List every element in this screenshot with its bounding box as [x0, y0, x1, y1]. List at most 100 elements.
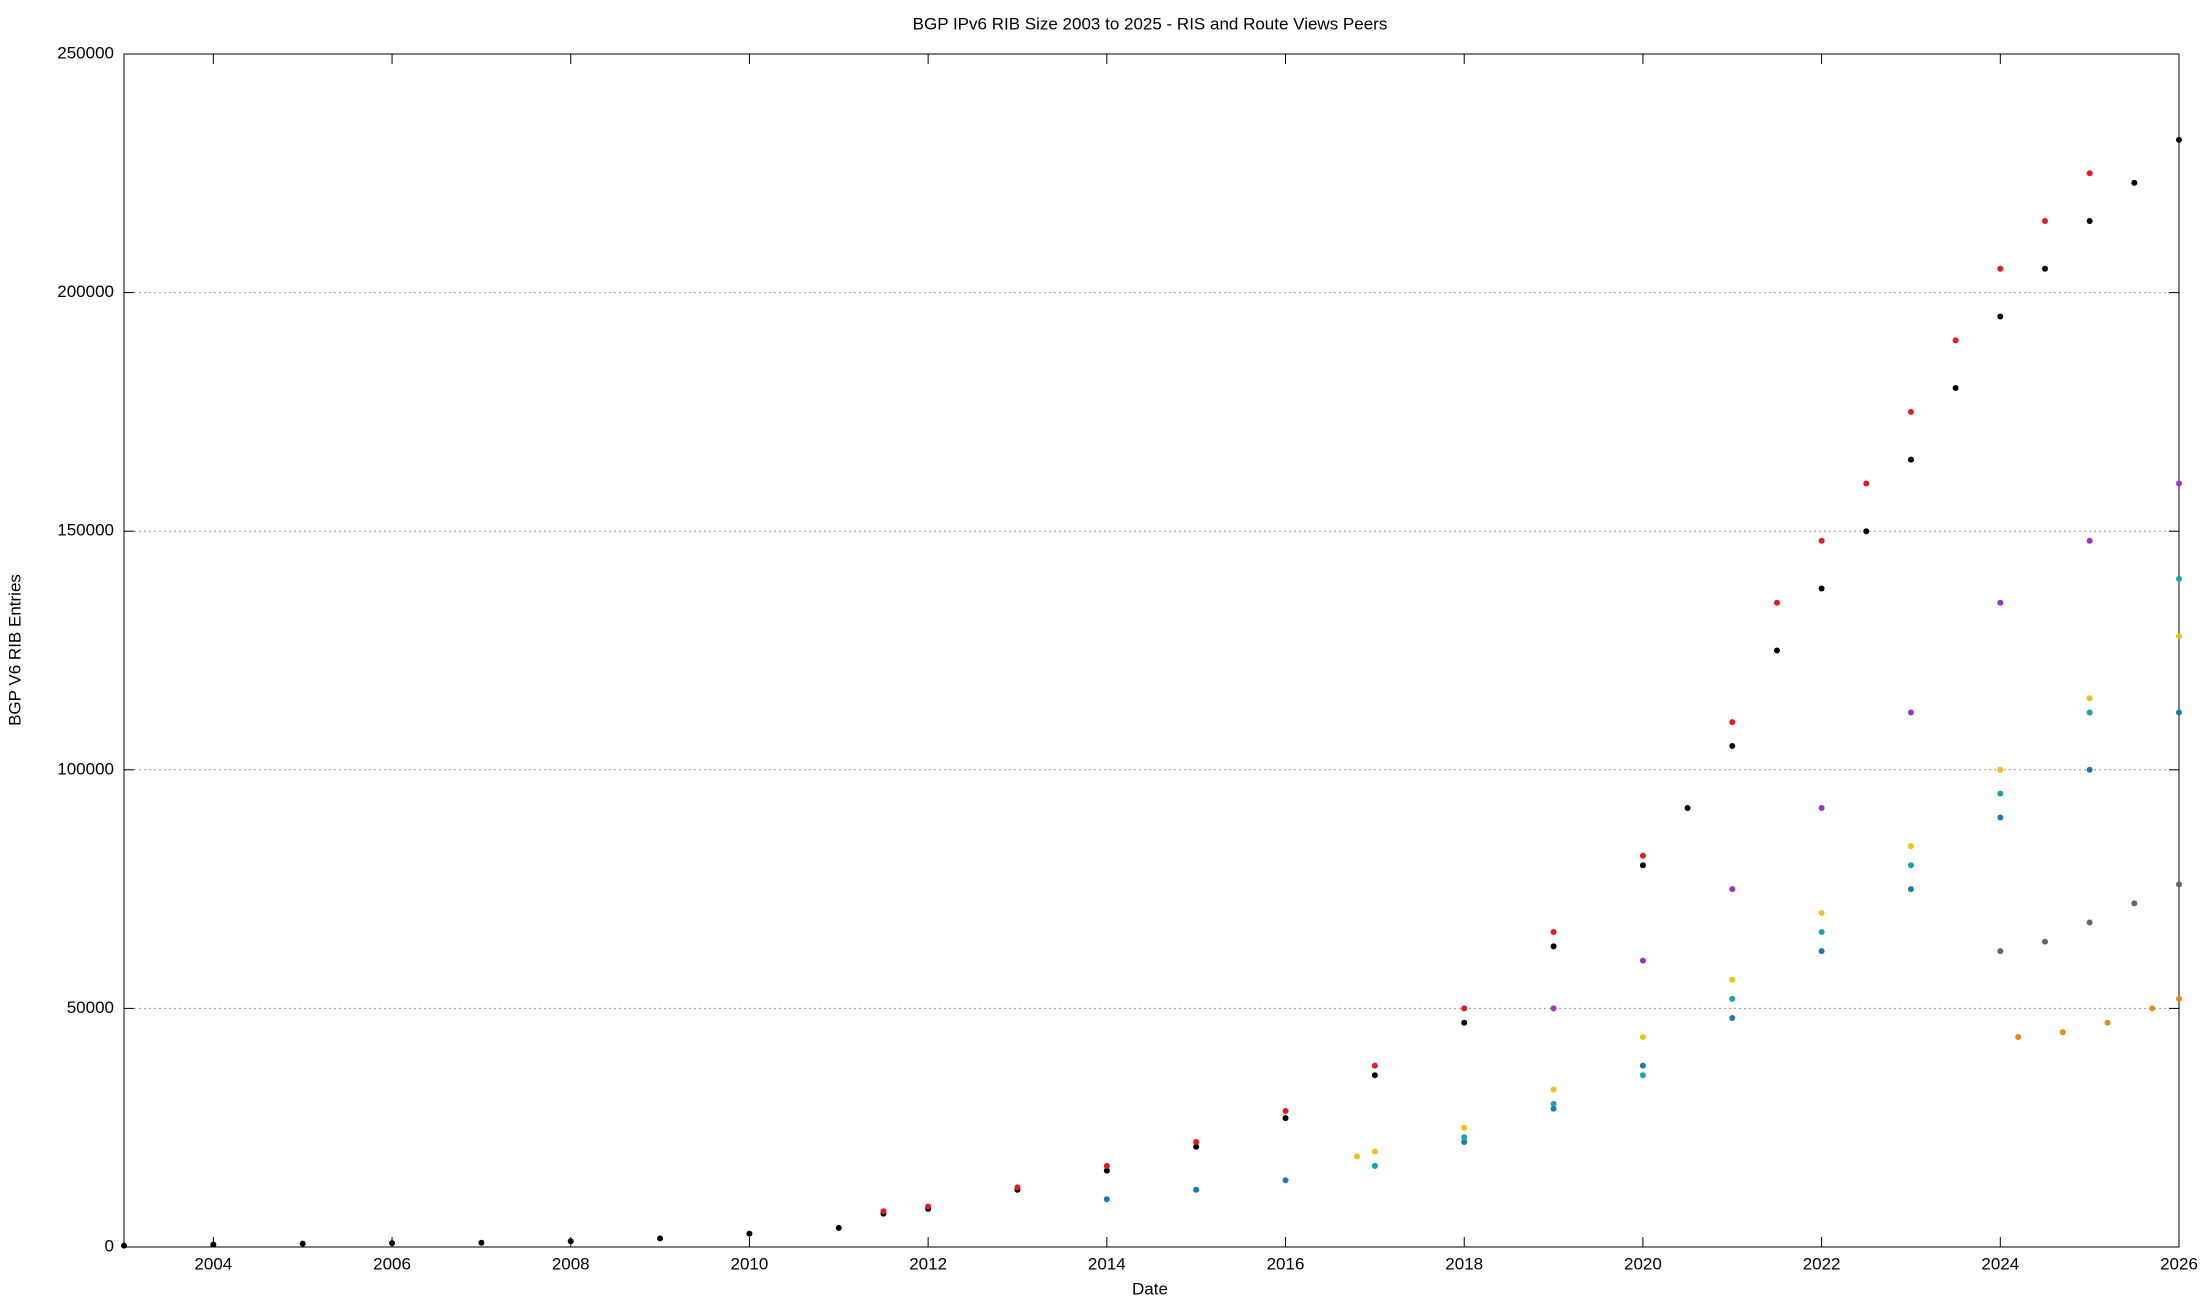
point [2176, 881, 2182, 888]
point [1461, 1005, 1468, 1012]
point [1907, 456, 1914, 463]
point [1282, 1177, 1289, 1184]
point [1952, 385, 1959, 392]
point [478, 1239, 485, 1246]
point [1639, 1034, 1646, 1041]
x-tick-label: 2024 [1981, 1254, 2019, 1273]
point [1461, 1139, 1468, 1146]
x-tick-label: 2016 [1267, 1254, 1305, 1273]
point [1371, 1062, 1378, 1069]
y-tick-label: 100000 [57, 759, 114, 778]
y-tick-label: 50000 [67, 998, 114, 1017]
point [1729, 742, 1736, 749]
point [2086, 537, 2093, 544]
x-tick-label: 2020 [1624, 1254, 1662, 1273]
point [1103, 1162, 1110, 1169]
point [1371, 1072, 1378, 1079]
point [1639, 862, 1646, 869]
y-tick-label: 250000 [57, 43, 114, 62]
x-tick-label: 2022 [1803, 1254, 1841, 1273]
point [1818, 929, 1825, 936]
point [1907, 886, 1914, 893]
point [1818, 537, 1825, 544]
point [1907, 843, 1914, 850]
point [1193, 1139, 1200, 1146]
point [2149, 1005, 2156, 1012]
point [1729, 995, 1736, 1002]
x-tick-label: 2006 [373, 1254, 411, 1273]
point [1550, 1105, 1557, 1112]
point [1550, 1100, 1557, 1107]
point [1729, 976, 1736, 983]
point [1773, 647, 1780, 654]
point [2176, 995, 2182, 1002]
point [2176, 575, 2182, 582]
point [1997, 599, 2004, 606]
point [1773, 599, 1780, 606]
point [2176, 136, 2182, 143]
point [2086, 218, 2093, 225]
point [1639, 1062, 1646, 1069]
point [2176, 709, 2182, 716]
point [1997, 948, 2004, 955]
point [2041, 218, 2048, 225]
x-tick-label: 2004 [194, 1254, 232, 1273]
point [1997, 766, 2004, 773]
point [2086, 709, 2093, 716]
point [2086, 919, 2093, 926]
point [1997, 265, 2004, 272]
x-tick-label: 2010 [731, 1254, 769, 1273]
point [1550, 1086, 1557, 1093]
point [1193, 1143, 1200, 1150]
point [1282, 1115, 1289, 1122]
point [2104, 1019, 2111, 1026]
point [389, 1240, 396, 1247]
y-axis-label: BGP V6 RIB Entries [5, 574, 24, 726]
point [1729, 886, 1736, 893]
point [1639, 852, 1646, 859]
point [2041, 265, 2048, 272]
point [1729, 1014, 1736, 1021]
point [746, 1230, 753, 1237]
y-tick-label: 150000 [57, 521, 114, 540]
point [1193, 1186, 1200, 1193]
point [2176, 480, 2182, 487]
y-tick-label: 0 [105, 1236, 114, 1255]
point [299, 1240, 306, 1247]
point [1371, 1162, 1378, 1169]
point [2086, 695, 2093, 702]
point [1863, 528, 1870, 535]
point [1729, 719, 1736, 726]
plot-frame [123, 53, 2180, 1248]
point [1863, 480, 1870, 487]
point [2015, 1034, 2022, 1041]
point [1550, 943, 1557, 950]
point [1461, 1019, 1468, 1026]
point [2086, 170, 2093, 177]
point [567, 1238, 574, 1245]
point [1461, 1124, 1468, 1131]
y-tick-label: 200000 [57, 282, 114, 301]
x-tick-label: 2026 [2160, 1254, 2198, 1273]
point [1907, 862, 1914, 869]
x-tick-label: 2012 [909, 1254, 947, 1273]
point [1684, 804, 1691, 811]
point [880, 1208, 887, 1215]
point [2176, 633, 2182, 640]
point [1818, 804, 1825, 811]
point [1550, 1005, 1557, 1012]
point [1550, 929, 1557, 936]
point [2131, 179, 2138, 186]
x-tick-label: 2014 [1088, 1254, 1126, 1273]
point [1907, 408, 1914, 415]
point [1014, 1184, 1021, 1191]
point [1461, 1134, 1468, 1141]
point [1997, 313, 2004, 320]
point [925, 1203, 932, 1210]
chart-title: BGP IPv6 RIB Size 2003 to 2025 - RIS and… [913, 14, 1388, 33]
point [1997, 814, 2004, 821]
point [2086, 766, 2093, 773]
point [121, 1242, 127, 1249]
